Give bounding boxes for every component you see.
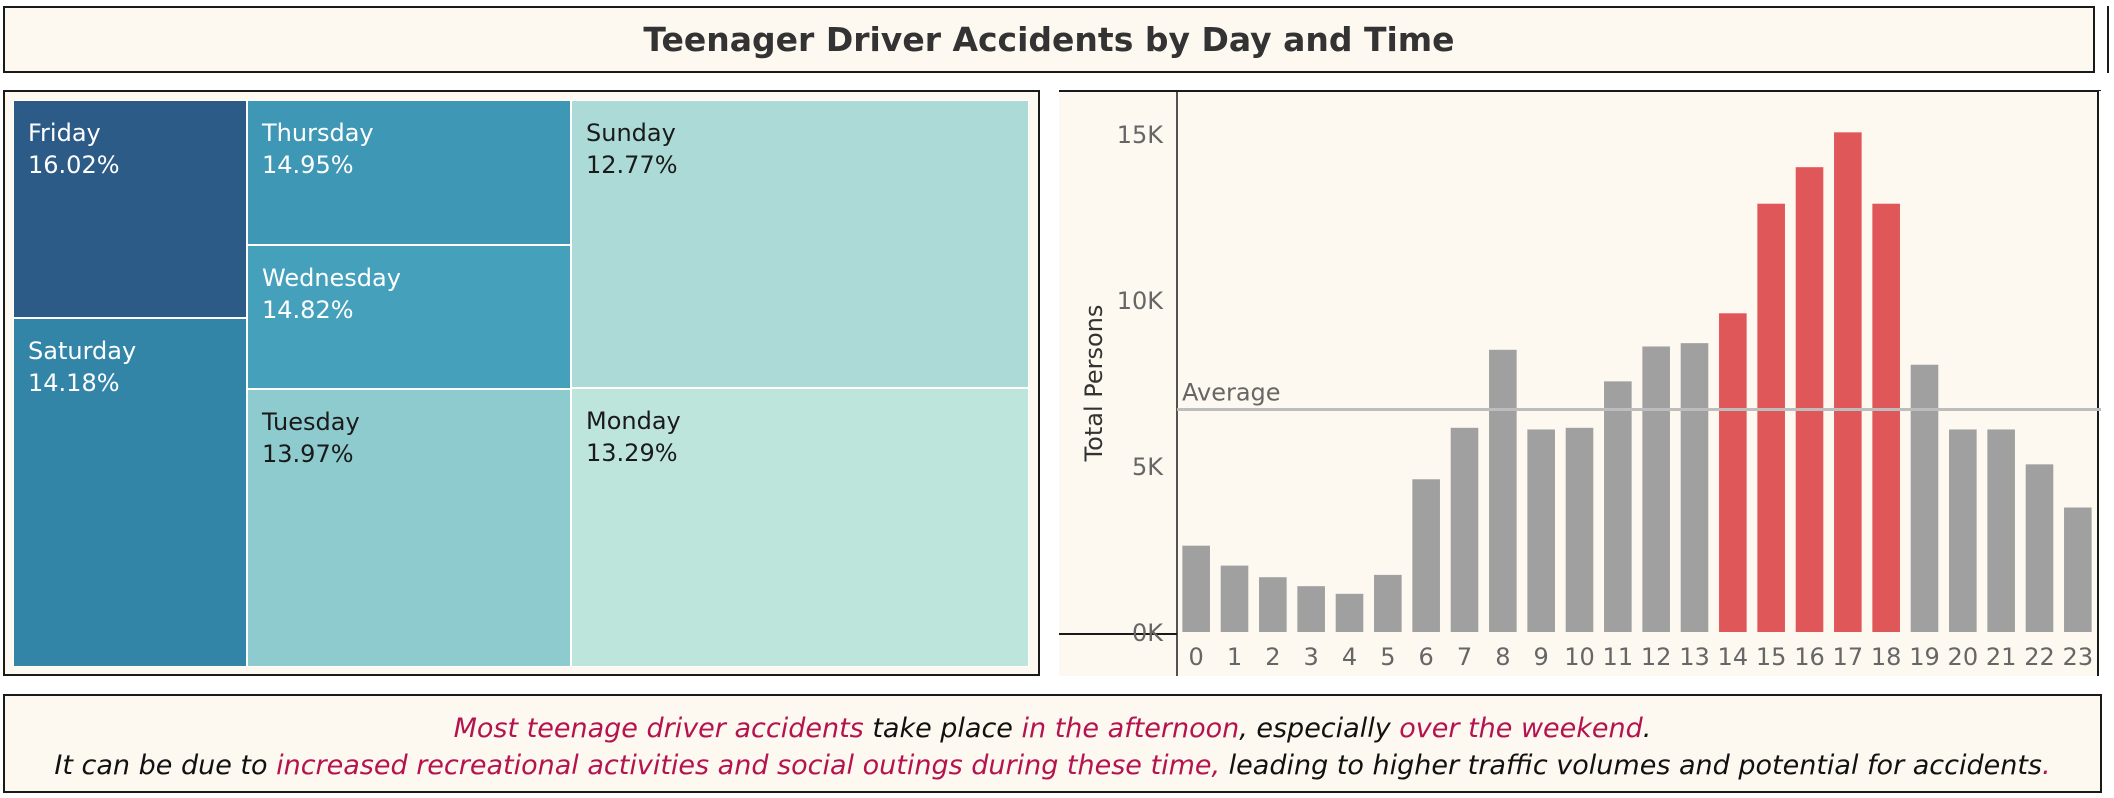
treemap-panel: Friday 16.02% Saturday 14.18% Thursday 1… [3, 90, 1040, 676]
bar-hour-16 [1795, 167, 1824, 632]
x-tick-label: 14 [1718, 643, 1749, 671]
y-tick-label: 10K [1117, 287, 1165, 315]
tile-day-label: Thursday [262, 119, 374, 147]
bar-hour-19 [1910, 364, 1939, 632]
x-tick-label: 11 [1603, 643, 1634, 671]
x-tick-label: 2 [1265, 643, 1280, 671]
tile-tuesday[interactable]: Tuesday 13.97% [247, 389, 571, 667]
bar-hour-9 [1527, 429, 1555, 632]
insight-segment: . [1642, 713, 1652, 744]
bar-hour-17 [1834, 132, 1862, 632]
y-tick-label: 0K [1132, 619, 1164, 647]
tile-friday[interactable]: Friday 16.02% [13, 100, 247, 318]
x-tick-label: 4 [1342, 643, 1357, 671]
x-tick-label: 8 [1495, 643, 1510, 671]
footer-panel: Most teenage driver accidents take place… [3, 694, 2102, 793]
insight-segment: Most teenage driver accidents [453, 713, 864, 744]
bar-hour-18 [1872, 203, 1900, 632]
average-label: Average [1182, 379, 1281, 407]
tile-day-label: Sunday [586, 119, 676, 147]
tile-percent-label: 14.18% [28, 369, 120, 397]
treemap: Friday 16.02% Saturday 14.18% Thursday 1… [13, 100, 1029, 667]
x-tick-label: 17 [1833, 643, 1864, 671]
x-tick-label: 16 [1794, 643, 1825, 671]
y-tick-label: 5K [1132, 453, 1164, 481]
bar-hour-3 [1297, 586, 1325, 632]
tile-sunday[interactable]: Sunday 12.77% [571, 100, 1029, 388]
tile-percent-label: 13.97% [262, 440, 354, 468]
bar-hour-22 [2025, 464, 2054, 632]
tile-percent-label: 12.77% [586, 151, 678, 179]
bar-hour-4 [1335, 593, 1364, 632]
tile-percent-label: 13.29% [586, 439, 678, 467]
insight-line-2: It can be due to increased recreational … [5, 747, 2100, 784]
bar-hour-7 [1450, 427, 1479, 632]
tile-day-label: Monday [586, 407, 681, 435]
bar-hour-23 [2064, 507, 2092, 632]
dashboard-title: Teenager Driver Accidents by Day and Tim… [643, 20, 1455, 59]
x-tick-label: 7 [1457, 643, 1472, 671]
tile-percent-label: 14.95% [262, 151, 354, 179]
bar-hour-0 [1182, 545, 1210, 632]
insight-segment: It can be due to [54, 750, 277, 781]
tile-day-label: Friday [28, 119, 101, 147]
tile-wednesday[interactable]: Wednesday 14.82% [247, 245, 571, 389]
x-tick-label: 21 [1986, 643, 2017, 671]
x-tick-label: 13 [1679, 643, 1710, 671]
panel-edge [2107, 6, 2111, 73]
bar-hour-11 [1604, 381, 1632, 632]
insight-segment: take place [863, 713, 1022, 744]
x-tick-label: 22 [2024, 643, 2055, 671]
bar-hour-21 [1987, 429, 2015, 632]
bar-hour-10 [1565, 427, 1594, 632]
y-axis-title: Total Persons [1080, 305, 1108, 463]
x-tick-label: 1 [1227, 643, 1242, 671]
title-panel: Teenager Driver Accidents by Day and Tim… [3, 6, 2095, 73]
tile-day-label: Tuesday [262, 408, 360, 436]
x-tick-label: 10 [1564, 643, 1595, 671]
x-tick-label: 6 [1419, 643, 1434, 671]
x-tick-label: 0 [1189, 643, 1204, 671]
bar-hour-13 [1680, 343, 1709, 632]
bar-hour-6 [1412, 479, 1440, 632]
x-tick-label: 5 [1380, 643, 1395, 671]
insight-segment: increased recreational activities and so… [276, 750, 1221, 781]
tile-percent-label: 16.02% [28, 151, 120, 179]
x-tick-label: 15 [1756, 643, 1787, 671]
bar-hour-8 [1489, 349, 1517, 632]
tile-thursday[interactable]: Thursday 14.95% [247, 100, 571, 245]
bar-hour-1 [1220, 565, 1249, 632]
x-tick-label: 23 [2063, 643, 2094, 671]
x-tick-label: 18 [1871, 643, 1902, 671]
x-tick-label: 12 [1641, 643, 1672, 671]
insight-text: Most teenage driver accidents take place… [5, 710, 2100, 784]
bar-hour-2 [1259, 577, 1287, 632]
tile-percent-label: 14.82% [262, 296, 354, 324]
insight-segment: , especially [1239, 713, 1400, 744]
insight-line-1: Most teenage driver accidents take place… [5, 710, 2100, 747]
bar-hour-20 [1949, 429, 1977, 632]
insight-segment: in the afternoon [1021, 713, 1240, 744]
bar-hour-15 [1757, 203, 1785, 632]
y-tick-label: 15K [1117, 121, 1165, 149]
tile-day-label: Saturday [28, 337, 137, 365]
x-tick-label: 3 [1304, 643, 1319, 671]
x-tick-label: 9 [1534, 643, 1549, 671]
x-tick-label: 19 [1909, 643, 1940, 671]
bar-hour-12 [1642, 346, 1670, 632]
x-tick-label: 20 [1948, 643, 1979, 671]
tile-saturday[interactable]: Saturday 14.18% [13, 318, 247, 667]
tile-day-label: Wednesday [262, 264, 401, 292]
bar-hour-5 [1374, 574, 1402, 632]
insight-segment: over the weekend [1399, 713, 1643, 744]
tile-monday[interactable]: Monday 13.29% [571, 388, 1029, 667]
insight-segment: leading to higher traffic volumes and po… [1220, 750, 2042, 781]
bar-hour-14 [1719, 313, 1747, 632]
insight-segment: . [2042, 750, 2051, 781]
